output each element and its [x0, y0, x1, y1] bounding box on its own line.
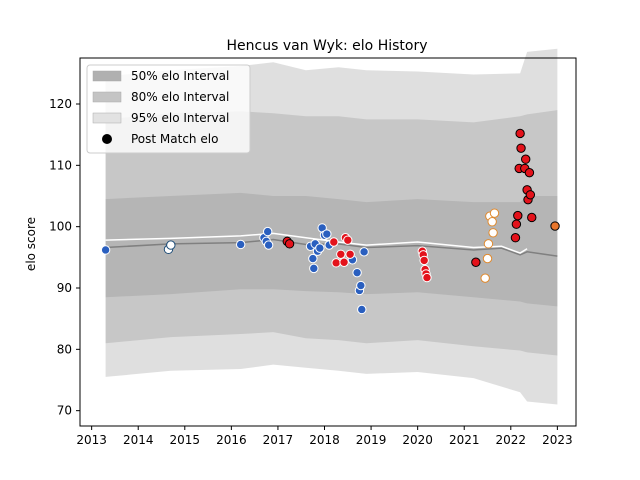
data-point: [322, 229, 332, 239]
y-tick-label: 90: [57, 281, 72, 295]
y-axis-label: elo score: [24, 217, 38, 271]
legend-label: 95% elo Interval: [131, 111, 229, 125]
data-point: [352, 267, 362, 278]
y-tick-label: 100: [49, 220, 72, 234]
data-point: [480, 273, 490, 283]
data-point: [263, 240, 274, 250]
band-50: [105, 192, 558, 307]
data-point: [166, 240, 176, 250]
data-point: [343, 235, 353, 245]
data-point: [419, 255, 429, 266]
data-point: [422, 272, 432, 283]
data-point: [235, 239, 246, 250]
data-point: [357, 304, 367, 315]
data-point: [516, 143, 526, 153]
data-point: [345, 249, 355, 259]
legend-swatch: [92, 91, 122, 103]
data-point: [315, 243, 325, 253]
legend: 50% elo Interval 80% elo Interval 95% elo …: [86, 64, 251, 154]
chart-title: Hencus van Wyk: elo History: [227, 38, 428, 54]
data-point: [513, 210, 523, 221]
x-tick-label: 2019: [356, 433, 387, 447]
legend-label: 50% elo Interval: [131, 69, 229, 83]
data-point: [524, 167, 535, 178]
data-point: [525, 190, 536, 200]
x-tick-label: 2020: [402, 433, 433, 447]
data-point: [359, 247, 369, 257]
legend-marker: [102, 134, 112, 144]
data-point: [482, 253, 493, 264]
data-point: [510, 233, 521, 243]
data-point: [550, 221, 560, 231]
x-tick-label: 2022: [496, 433, 527, 447]
data-point: [488, 228, 498, 238]
data-point: [309, 263, 319, 274]
y-tick-label: 70: [57, 404, 72, 418]
data-point: [339, 257, 349, 267]
data-point: [487, 217, 497, 227]
axes-frame: [79, 57, 577, 427]
data-point: [336, 249, 346, 259]
legend-swatch: [92, 70, 122, 82]
legend-swatch: [92, 112, 122, 124]
data-point: [483, 239, 494, 249]
legend-box: [86, 64, 251, 154]
legend-label: Post Match elo: [131, 132, 218, 146]
y-tick-label: 120: [49, 97, 72, 111]
data-point: [511, 219, 522, 229]
x-tick-label: 2017: [263, 433, 294, 447]
data-point: [308, 253, 318, 264]
x-tick-label: 2016: [216, 433, 247, 447]
data-point: [489, 208, 500, 218]
x-tick-label: 2018: [309, 433, 340, 447]
x-tick-label: 2023: [542, 433, 573, 447]
data-point: [527, 212, 537, 223]
data-point: [329, 237, 339, 247]
data-point: [471, 257, 481, 267]
x-tick-label: 2014: [123, 433, 154, 447]
data-point: [515, 128, 525, 139]
y-tick-label: 110: [49, 158, 72, 172]
y-tick-label: 80: [57, 342, 72, 356]
band-80: [105, 110, 558, 356]
data-point: [100, 245, 111, 255]
data-point: [262, 226, 273, 237]
x-tick-label: 2021: [449, 433, 480, 447]
upper-elo-line: [105, 232, 528, 254]
legend-label: 80% elo Interval: [131, 90, 229, 104]
x-tick-label: 2013: [76, 433, 107, 447]
x-tick-label: 2015: [170, 433, 201, 447]
data-point: [521, 154, 531, 164]
data-point: [331, 258, 341, 268]
data-point: [356, 280, 366, 291]
data-point: [284, 239, 295, 249]
